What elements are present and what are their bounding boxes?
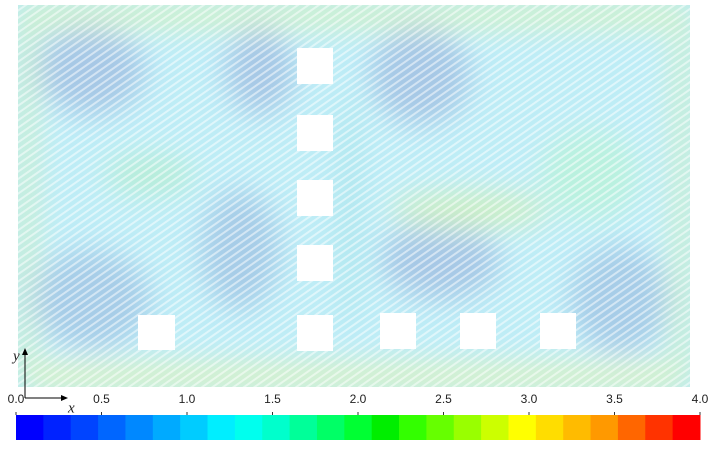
colorbar-cell [290,415,318,440]
colorbar-cell [180,415,208,440]
colorbar-tick-label: 4.0 [692,392,709,406]
colorbar: 0.0 0.5 1.0 1.5 2.0 2.5 3.0 3.5 4.0 [8,392,709,440]
colorbar-tick-label: 1.0 [179,392,196,406]
colorbar-cell [125,415,153,440]
colorbar-cell [563,415,591,440]
colorbar-cell [645,415,673,440]
colorbar-cell [454,415,482,440]
colorbar-cell [591,415,619,440]
colorbar-cell [372,415,400,440]
colorbar-tick-label: 3.0 [521,392,538,406]
colorbar-cell [508,415,536,440]
y-axis-label: y [11,348,20,364]
colorbar-tick-label: 0.5 [93,392,110,406]
colorbar-cell [426,415,454,440]
colorbar-cell [344,415,372,440]
colorbar-cell [43,415,71,440]
colorbar-tick-label: 2.5 [435,392,452,406]
colorbar-cell [399,415,427,440]
colorbar-cell [618,415,646,440]
vector-field [18,5,690,387]
colorbar-cell [98,415,126,440]
colorbar-cell [481,415,509,440]
figure: y x 0.0 0.5 1.0 1.5 2.0 2.5 3.0 3.5 4.0 [0,0,709,467]
colorbar-cell [317,415,345,440]
colorbar-cell [536,415,564,440]
colorbar-tick-label: 3.5 [606,392,623,406]
colorbar-cell [208,415,236,440]
x-axis-label: x [67,400,75,416]
colorbar-tick-label: 2.0 [350,392,367,406]
colorbar-tick-label: 0.0 [8,392,25,406]
colorbar-cell [16,415,44,440]
colorbar-cell [153,415,181,440]
colorbar-cell [262,415,290,440]
colorbar-cell [71,415,99,440]
colorbar-tick-label: 1.5 [264,392,281,406]
colorbar-cell [235,415,263,440]
colorbar-cell [673,415,701,440]
